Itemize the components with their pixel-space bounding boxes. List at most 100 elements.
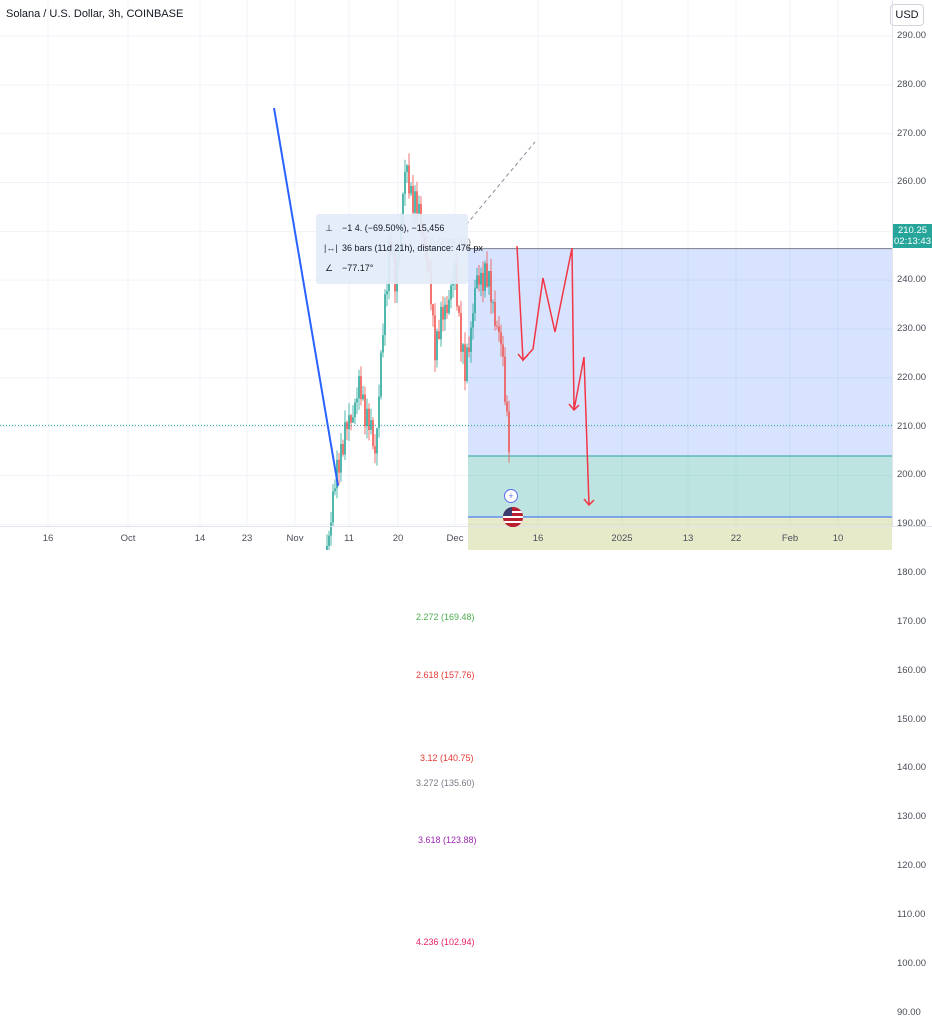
candle-body xyxy=(338,459,340,473)
price-axis-border xyxy=(892,0,893,526)
candle-body xyxy=(364,394,366,427)
candle-body xyxy=(438,331,440,340)
time-axis-label: Dec xyxy=(446,533,464,544)
price-axis-label: 200.00 xyxy=(897,469,927,481)
candle-body xyxy=(346,422,348,430)
time-axis-label: 16 xyxy=(42,533,54,544)
price-axis-label: 110.00 xyxy=(897,908,926,920)
bar-countdown: 02:13:43 xyxy=(894,236,931,247)
candle-body xyxy=(362,394,364,400)
candle-body xyxy=(348,415,350,430)
candle-body xyxy=(358,376,360,399)
price-axis-label: 190.00 xyxy=(897,518,927,530)
price-axis-label: 160.00 xyxy=(897,664,927,676)
candle-body xyxy=(492,302,494,303)
time-axis-label: Nov xyxy=(286,533,304,544)
candle-body xyxy=(410,186,412,194)
drawing-annotations xyxy=(0,107,892,507)
price-axis-label: 270.00 xyxy=(897,127,927,139)
candle-body xyxy=(340,443,342,473)
candle-body xyxy=(406,165,408,172)
candle-body xyxy=(360,376,362,400)
candle-body xyxy=(480,272,482,285)
currency-button[interactable]: USD xyxy=(890,4,924,26)
candle-body xyxy=(342,443,344,455)
candle-body xyxy=(414,191,416,213)
candle-body xyxy=(448,299,450,314)
candle-body xyxy=(430,271,432,305)
fib-level-label: 2.272 (169.48) xyxy=(416,612,475,623)
trendline xyxy=(273,107,339,487)
candle-body xyxy=(356,398,358,403)
candle-body xyxy=(458,306,460,314)
candle-body xyxy=(384,294,386,336)
price-axis-label: 170.00 xyxy=(897,615,927,627)
us-flag-icon[interactable] xyxy=(503,507,523,527)
candle-body xyxy=(476,275,478,289)
candle-body xyxy=(450,285,452,300)
time-axis-label: 20 xyxy=(392,533,404,544)
candle-body xyxy=(326,545,328,550)
current-price-value: 210.25 xyxy=(897,225,928,236)
price-axis-label: 260.00 xyxy=(897,176,927,188)
candle-body xyxy=(378,396,380,429)
candle-body xyxy=(490,271,492,303)
time-axis-label: 16 xyxy=(532,533,544,544)
tooltip-price-change: −1 4. (−69.50%), −15,456 xyxy=(342,223,445,233)
fib-anchor-line xyxy=(465,141,536,226)
tooltip-bars-row: |↔| 36 bars (11d 21h), distance: 476 px xyxy=(324,242,483,254)
date-range-icon: |↔| xyxy=(324,243,338,253)
candle-body xyxy=(440,306,442,340)
projection-arrowhead xyxy=(517,353,529,362)
time-axis-label: 13 xyxy=(682,533,694,544)
price-axis-label: 90.00 xyxy=(897,1006,921,1018)
candle-body xyxy=(482,272,484,291)
candle-body xyxy=(494,302,496,326)
candle-body xyxy=(460,313,462,352)
time-axis-label: Oct xyxy=(120,533,136,544)
price-chart[interactable] xyxy=(0,0,932,550)
candle-body xyxy=(386,291,388,295)
measure-tooltip: ⊥ −1 4. (−69.50%), −15,456 |↔| 36 bars (… xyxy=(316,214,483,284)
candle-body xyxy=(472,313,474,328)
candle-body xyxy=(376,428,378,454)
candle-body xyxy=(506,401,508,412)
symbol-title: Solana / U.S. Dollar, 3h, COINBASE xyxy=(6,8,184,20)
candle-body xyxy=(344,422,346,455)
time-axis-label: 2025 xyxy=(611,533,633,544)
event-plus-icon[interactable]: + xyxy=(504,489,518,503)
fib-level-label: 2.618 (157.76) xyxy=(416,669,475,680)
time-axis-label: 10 xyxy=(832,533,844,544)
angle-icon: ∠ xyxy=(324,262,334,273)
candle-body xyxy=(462,344,464,352)
candle-body xyxy=(334,488,336,492)
candle-body xyxy=(354,402,356,418)
candle-body xyxy=(488,271,490,287)
price-axis-label: 150.00 xyxy=(897,713,927,725)
price-axis-label: 210.00 xyxy=(897,420,927,432)
price-axis-label: 130.00 xyxy=(897,811,927,823)
candle-body xyxy=(486,263,488,287)
candle-body xyxy=(418,203,420,214)
tooltip-price-row: ⊥ −1 4. (−69.50%), −15,456 xyxy=(324,222,444,234)
candle-body xyxy=(456,263,458,307)
candle-body xyxy=(498,326,500,333)
candle-body xyxy=(478,275,480,285)
candle-body xyxy=(408,165,410,194)
time-axis-label: 11 xyxy=(344,533,354,544)
time-axis-label: 23 xyxy=(241,533,253,544)
projection-arrowhead xyxy=(583,498,595,507)
price-axis-label: 120.00 xyxy=(897,860,927,872)
projection-arrowhead xyxy=(568,403,580,412)
candle-body xyxy=(474,288,476,314)
time-axis-label: Feb xyxy=(781,533,799,544)
candle-body xyxy=(370,420,372,430)
time-axis-label: 14 xyxy=(194,533,206,544)
candle-body xyxy=(380,352,382,397)
candle-body xyxy=(366,408,368,427)
price-axis-label: 240.00 xyxy=(897,274,927,286)
price-axis-label: 220.00 xyxy=(897,371,927,383)
candle-body xyxy=(502,344,504,357)
candle-body xyxy=(404,171,406,194)
fib-level-label: 4.236 (102.94) xyxy=(416,937,475,948)
